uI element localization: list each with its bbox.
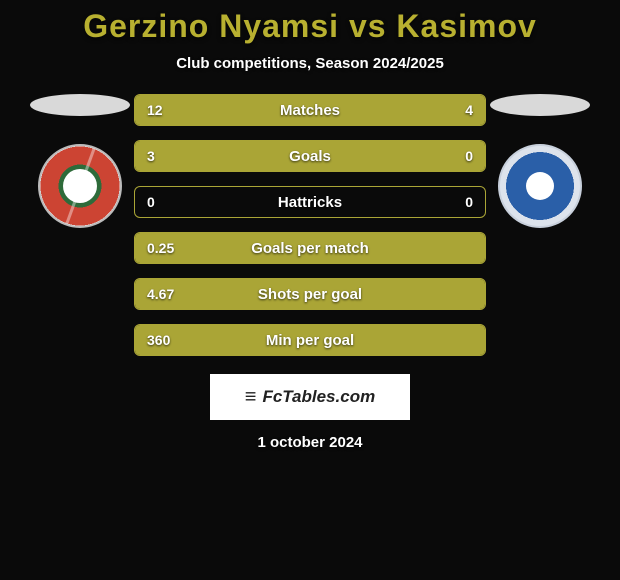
page-title: Gerzino Nyamsi vs Kasimov xyxy=(0,0,620,45)
player-right-silhouette xyxy=(490,94,590,116)
stat-bar: 4.67Shots per goal xyxy=(134,278,486,310)
stat-value-left: 0 xyxy=(147,194,155,210)
brand-icon: ≡ xyxy=(245,386,257,409)
stat-bar: 360Min per goal xyxy=(134,324,486,356)
bar-fill-left xyxy=(135,141,485,171)
bar-fill xyxy=(135,233,485,263)
stat-value-right: 4 xyxy=(465,102,473,118)
season-subtitle: Club competitions, Season 2024/2025 xyxy=(0,55,620,72)
brand-watermark[interactable]: ≡ FcTables.com xyxy=(210,374,410,420)
club-logo-right xyxy=(498,144,582,228)
stat-bar: 3Goals0 xyxy=(134,140,486,172)
player-left-col xyxy=(26,94,134,228)
stat-bar: 0Hattricks0 xyxy=(134,186,486,218)
player-left-silhouette xyxy=(30,94,130,116)
bar-fill xyxy=(135,279,485,309)
stat-value-left: 0.25 xyxy=(147,240,174,256)
bar-fill xyxy=(135,325,485,355)
stat-label: Hattricks xyxy=(135,194,485,211)
stat-value-left: 4.67 xyxy=(147,286,174,302)
stat-value-right: 0 xyxy=(465,148,473,164)
stat-bar: 0.25Goals per match xyxy=(134,232,486,264)
club-logo-left xyxy=(38,144,122,228)
stat-bar: 12Matches4 xyxy=(134,94,486,126)
bar-fill-left xyxy=(135,95,398,125)
stat-value-left: 3 xyxy=(147,148,155,164)
comparison-content: 12Matches43Goals00Hattricks00.25Goals pe… xyxy=(0,94,620,356)
stat-value-right: 0 xyxy=(465,194,473,210)
brand-text: FcTables.com xyxy=(262,387,375,407)
stat-bars: 12Matches43Goals00Hattricks00.25Goals pe… xyxy=(134,94,486,356)
snapshot-date: 1 october 2024 xyxy=(0,434,620,451)
stat-value-left: 12 xyxy=(147,102,163,118)
stat-value-left: 360 xyxy=(147,332,170,348)
player-right-col xyxy=(486,94,594,228)
